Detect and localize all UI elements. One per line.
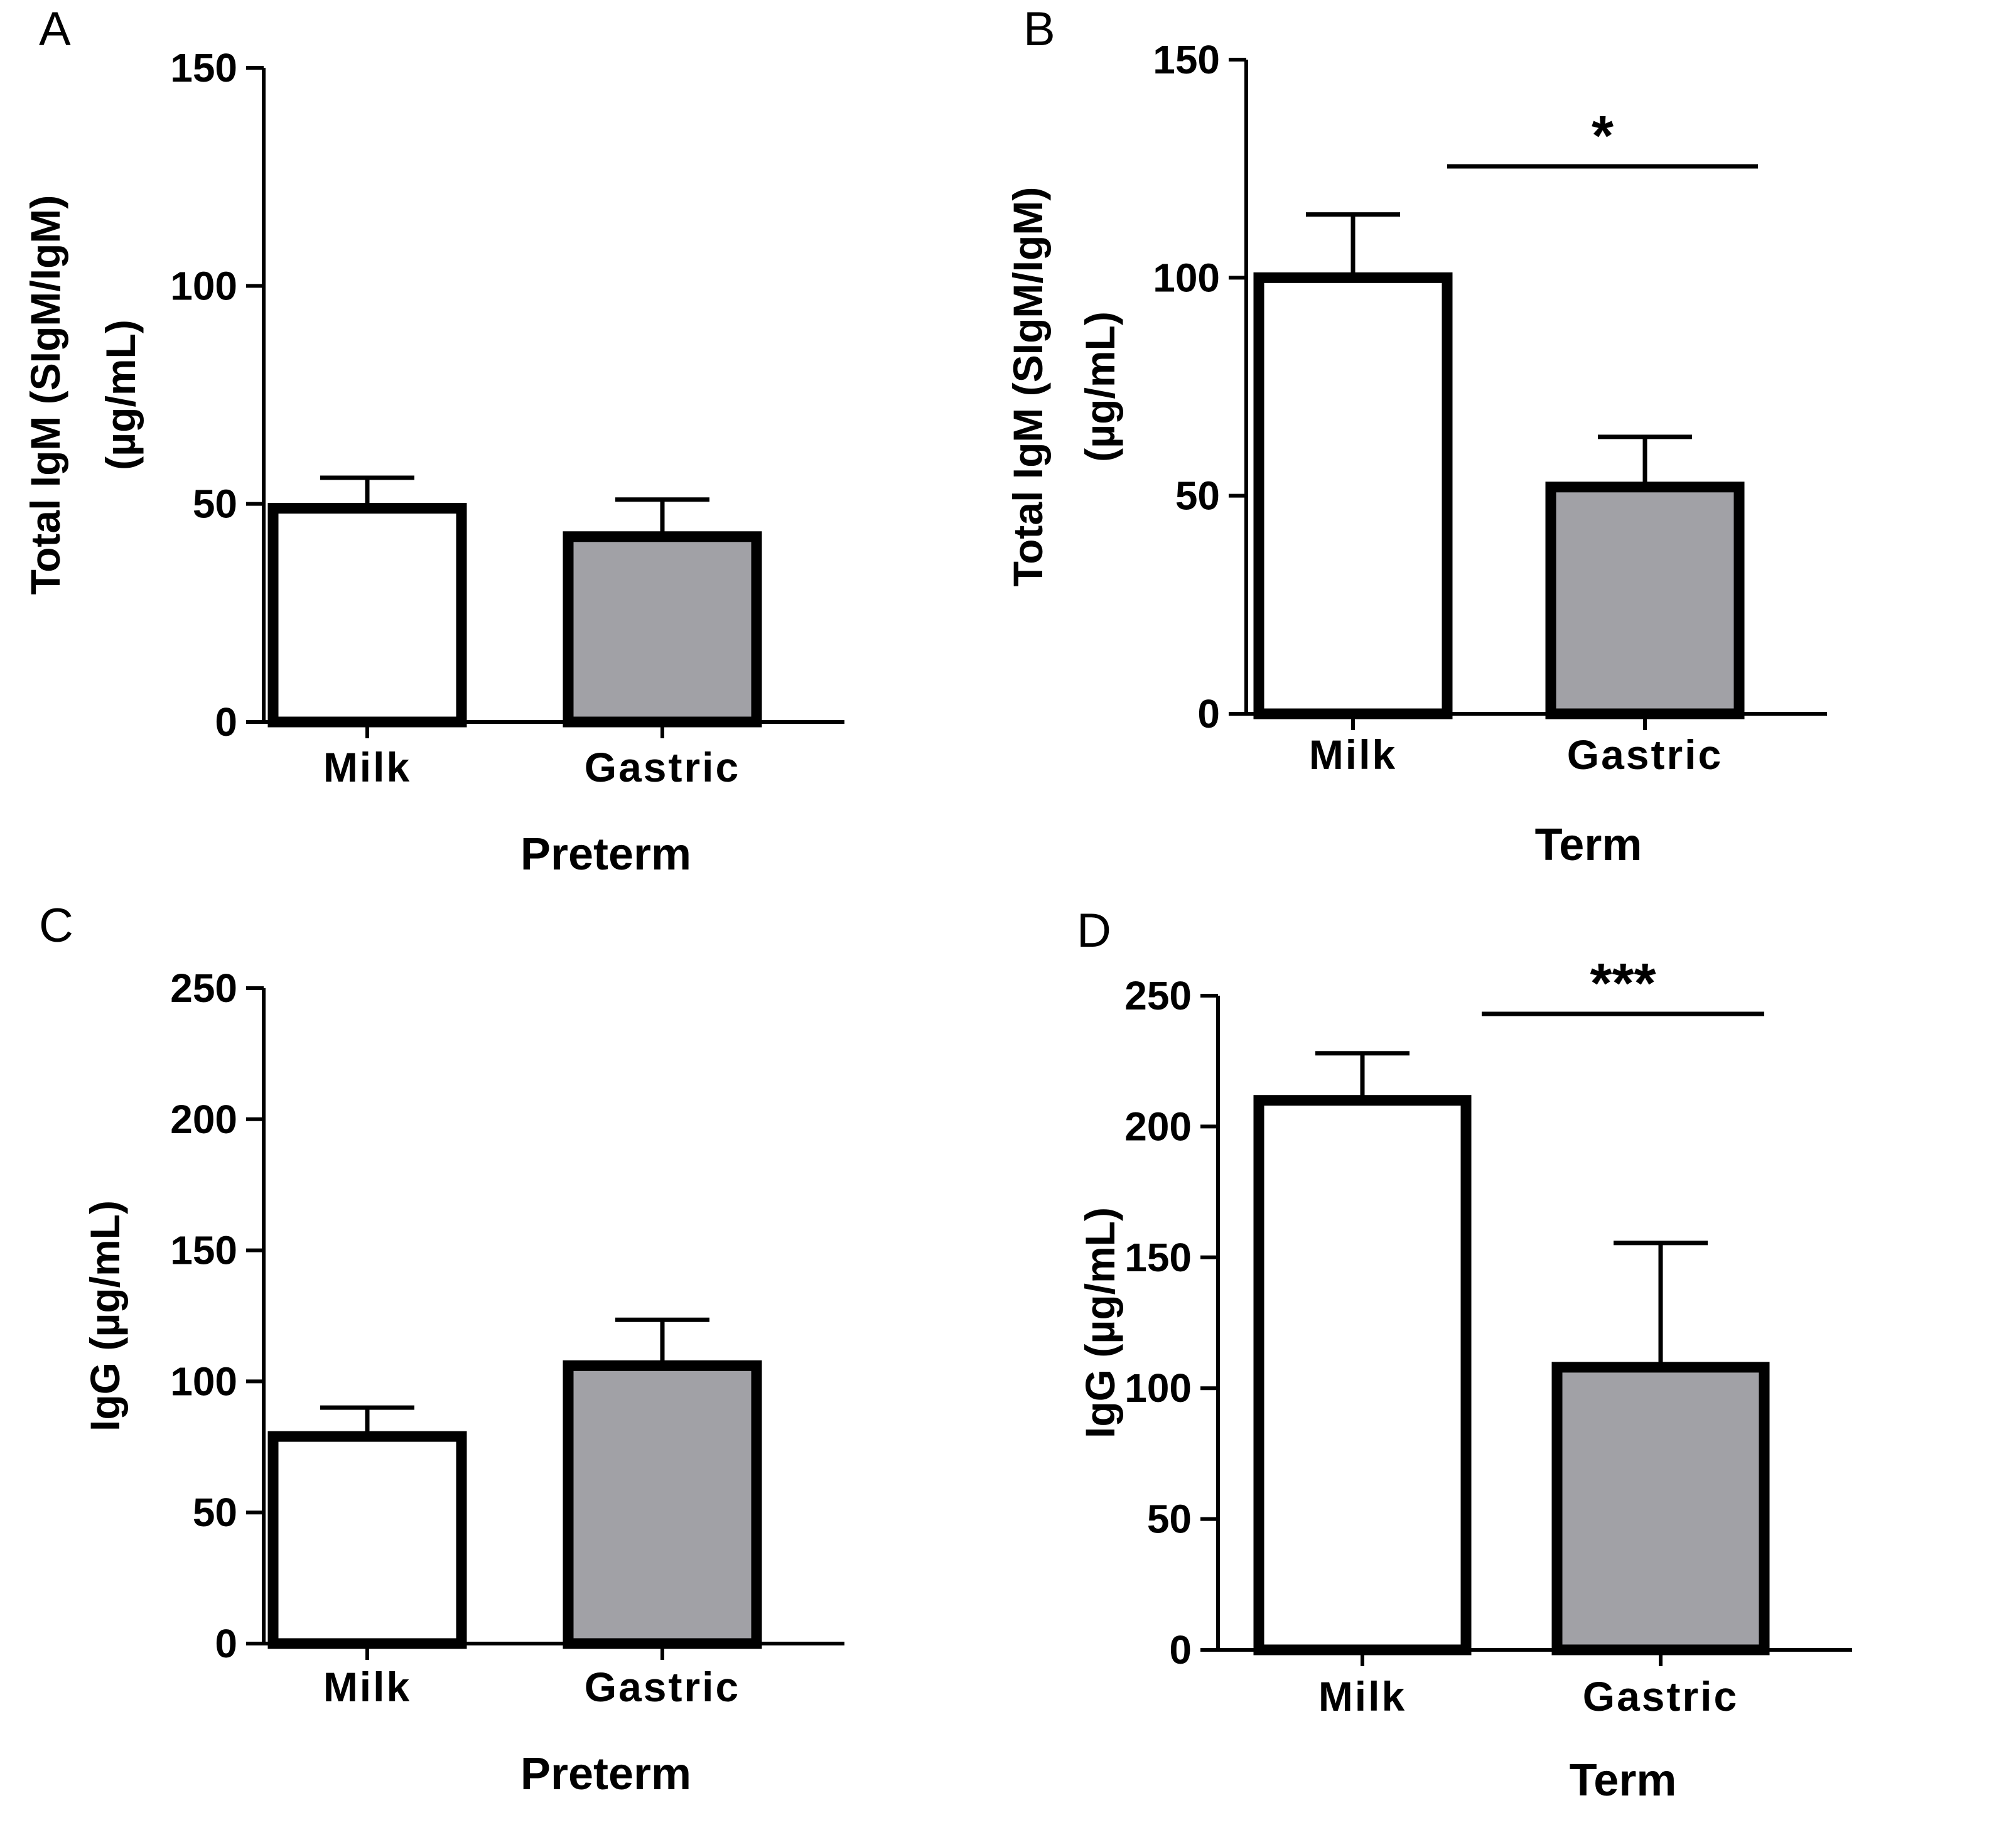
- y-axis-title: (µg/mL): [1077, 311, 1123, 462]
- y-axis-title: Total IgM (SIgM/IgM): [22, 195, 68, 595]
- y-axis-title: IgG (µg/mL): [82, 1200, 128, 1431]
- panel-d: D 0 50 100 150 200 250 Milk Gastric Term IgG (µg/m…: [1077, 904, 1852, 1806]
- y-tick-label: 0: [1197, 691, 1220, 736]
- y-tick-label: 0: [215, 1621, 237, 1666]
- y-tick-label: 50: [193, 1490, 237, 1535]
- y-tick-label: 0: [1169, 1627, 1192, 1672]
- category-label-gastric: Gastric: [585, 1664, 740, 1710]
- panel-letter: B: [1023, 3, 1055, 56]
- category-label-milk: Milk: [323, 744, 411, 790]
- category-label-milk: Milk: [323, 1664, 411, 1710]
- category-label-gastric: Gastric: [1583, 1673, 1738, 1720]
- panel-b: B 0 50 100 150 Milk Gastric Term Total IgM (SIgM…: [1005, 3, 1827, 870]
- bar-gastric: [563, 531, 762, 728]
- y-tick-label: 150: [170, 1228, 237, 1273]
- x-axis-title: Preterm: [520, 1749, 691, 1799]
- bar-gastric: [1545, 482, 1745, 719]
- category-label-milk: Milk: [1318, 1673, 1406, 1720]
- y-tick-label: 250: [1124, 973, 1192, 1018]
- x-axis-title: Term: [1570, 1755, 1677, 1806]
- y-tick-label: 250: [170, 966, 237, 1011]
- y-axis-title: Total IgM (SIgM/IgM): [1005, 187, 1051, 587]
- panel-letter: D: [1077, 904, 1111, 957]
- y-tick-label: 0: [215, 699, 237, 745]
- y-tick-label: 50: [1147, 1497, 1192, 1542]
- panel-c: C 0 50 100 150 200 250 Milk Gastric Preterm IgG (µ…: [39, 899, 844, 1799]
- panel-letter: A: [39, 3, 71, 56]
- category-label-gastric: Gastric: [585, 744, 740, 790]
- x-axis-title: Term: [1535, 820, 1642, 870]
- y-tick-label: 100: [1153, 255, 1220, 300]
- bar-milk: [1253, 1095, 1472, 1655]
- y-tick-label: 200: [170, 1097, 237, 1142]
- y-tick-label: 100: [170, 1359, 237, 1404]
- bar-gastric: [1551, 1362, 1770, 1655]
- significance-marker: ***: [1590, 952, 1656, 1015]
- y-axis-title: (µg/mL): [97, 320, 144, 470]
- category-label-milk: Milk: [1309, 731, 1397, 778]
- y-axis-title: IgG (µg/mL): [1077, 1207, 1123, 1438]
- significance-marker: *: [1592, 105, 1614, 168]
- panel-letter: C: [39, 899, 73, 952]
- panel-a: A 0 50 100 150 Milk Gastric Preterm Total IgM (S…: [22, 3, 844, 880]
- y-tick-label: 200: [1124, 1104, 1192, 1149]
- bar-milk: [267, 1431, 467, 1649]
- y-tick-label: 100: [1124, 1365, 1192, 1411]
- x-axis-title: Preterm: [520, 829, 691, 880]
- y-tick-label: 150: [1124, 1235, 1192, 1280]
- y-tick-label: 50: [1175, 473, 1220, 519]
- category-label-gastric: Gastric: [1567, 731, 1723, 778]
- y-tick-label: 150: [170, 45, 237, 90]
- bar-gastric: [563, 1360, 762, 1649]
- bar-milk: [267, 503, 467, 728]
- y-tick-label: 100: [170, 263, 237, 308]
- y-tick-label: 50: [193, 482, 237, 527]
- y-tick-label: 150: [1153, 37, 1220, 82]
- bar-milk: [1253, 272, 1453, 719]
